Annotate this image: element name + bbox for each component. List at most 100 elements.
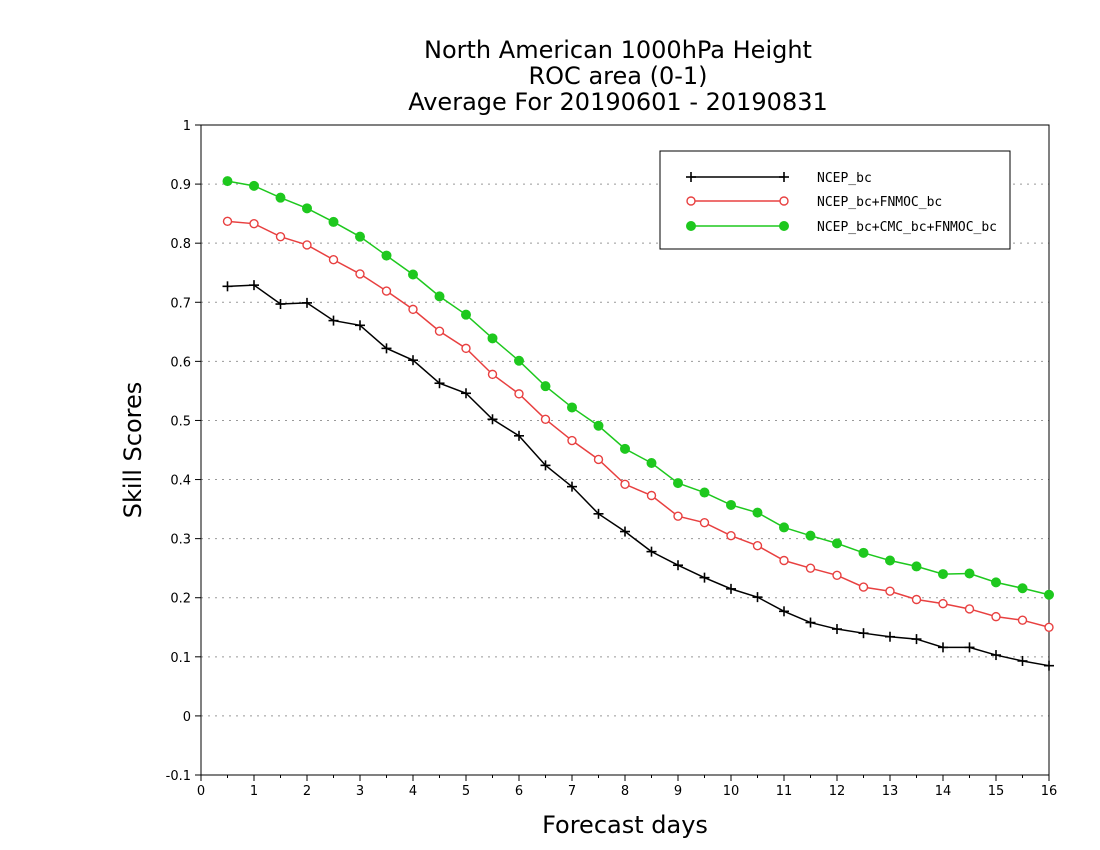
data-point (673, 478, 683, 489)
y-tick-label: 0.4 (170, 474, 191, 489)
data-point (938, 569, 948, 580)
series-2 (222, 216, 1054, 632)
data-point (434, 291, 445, 302)
title-line-2: ROC area (0-1) (528, 62, 707, 90)
data-point (434, 326, 445, 336)
data-point (249, 218, 259, 229)
data-point (779, 522, 789, 533)
data-point (567, 402, 577, 413)
x-tick-label: 0 (197, 784, 205, 799)
data-point (938, 642, 948, 653)
data-point (832, 570, 842, 580)
data-point (646, 546, 657, 557)
legend-marker-end (779, 196, 789, 206)
legend-label: NCEP_bc (817, 171, 872, 186)
data-point (779, 606, 789, 617)
data-point (487, 369, 498, 380)
legend-label: NCEP_bc+CMC_bc+FNMOC_bc (817, 220, 997, 235)
y-tick-label: 0.3 (170, 533, 191, 548)
data-point (355, 269, 365, 279)
data-point (408, 304, 418, 315)
data-point (991, 577, 1001, 588)
y-tick-label: 1 (183, 119, 191, 134)
legend-entry: NCEP_bc+CMC_bc+FNMOC_bc (686, 220, 997, 235)
x-tick-label: 10 (723, 784, 740, 799)
data-point (514, 389, 524, 399)
data-point (487, 333, 498, 344)
data-point (461, 309, 471, 320)
data-point (832, 538, 842, 549)
data-point (328, 255, 339, 265)
data-point (991, 650, 1001, 661)
data-point (1017, 615, 1028, 625)
data-point (567, 435, 577, 446)
series-1 (222, 280, 1054, 671)
data-point (858, 628, 869, 639)
x-tick-label: 2 (303, 784, 311, 799)
data-point (1044, 622, 1054, 632)
data-point (646, 458, 657, 468)
data-point (964, 604, 975, 614)
legend-marker-end (779, 221, 789, 231)
series (222, 176, 1054, 671)
x-axis-label: Forecast days (542, 811, 708, 839)
data-point (540, 381, 551, 392)
data-point (805, 563, 816, 573)
data-point (673, 560, 683, 571)
data-point (302, 297, 312, 308)
x-tick-label: 11 (776, 784, 793, 799)
data-point (1017, 655, 1028, 666)
data-point (726, 530, 736, 541)
y-tick-label: 0.2 (170, 592, 191, 607)
y-tick-label: -0.1 (166, 769, 191, 784)
legend-marker-start (686, 196, 696, 206)
x-tick-label: 6 (515, 784, 523, 799)
data-point (302, 203, 312, 214)
chart-title: North American 1000hPa Height ROC area (… (408, 36, 828, 116)
y-axis-label: Skill Scores (119, 382, 147, 519)
data-point (885, 631, 895, 642)
data-point (673, 511, 683, 521)
data-point (699, 487, 710, 498)
x-tick-label: 9 (674, 784, 682, 799)
x-tick-label: 5 (462, 784, 470, 799)
data-point (858, 582, 869, 592)
x-tick-label: 8 (621, 784, 629, 799)
x-tick-label: 13 (882, 784, 899, 799)
data-point (726, 583, 736, 594)
data-point (567, 481, 577, 492)
y-tick-label: 0.6 (170, 355, 191, 370)
data-point (699, 517, 710, 528)
title-line-3: Average For 20190601 - 20190831 (408, 88, 828, 116)
legend: NCEP_bc NCEP_bc+FNMOC_bc NCEP_bc+CMC_bc+FN… (659, 150, 1011, 250)
data-point (805, 617, 816, 628)
legend-marker-start (686, 172, 696, 182)
data-point (911, 561, 922, 572)
x-tick-label: 7 (568, 784, 576, 799)
x-tick-label: 15 (988, 784, 1005, 799)
x-tick-label: 1 (250, 784, 258, 799)
data-point (408, 355, 418, 366)
data-point (1044, 589, 1054, 600)
data-point (514, 355, 524, 366)
legend-label: NCEP_bc+FNMOC_bc (817, 195, 942, 210)
data-point (938, 598, 948, 609)
series-3 (222, 176, 1054, 600)
data-point (381, 250, 392, 261)
data-point (540, 414, 551, 424)
x-tick-label: 16 (1041, 784, 1058, 799)
data-point (991, 611, 1001, 622)
data-point (620, 526, 630, 537)
data-point (646, 490, 657, 501)
x-tick-label: 4 (409, 784, 417, 799)
y-tick-label: 0.8 (170, 237, 191, 252)
data-point (699, 572, 710, 583)
title-line-1: North American 1000hPa Height (424, 36, 812, 64)
data-point (381, 343, 392, 354)
data-point (620, 479, 630, 489)
data-point (381, 286, 392, 296)
data-point (249, 280, 259, 291)
data-point (302, 240, 312, 250)
